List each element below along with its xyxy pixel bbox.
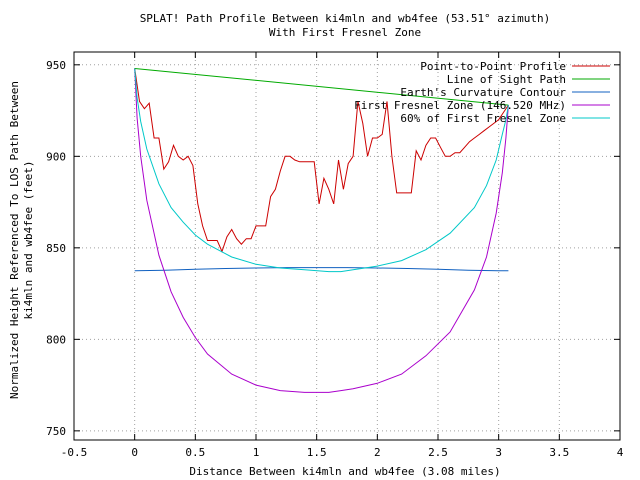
series-line-3 — [134, 68, 509, 393]
y-tick-label: 900 — [46, 150, 66, 163]
chart-subtitle: With First Fresnel Zone — [269, 26, 421, 39]
legend-label: Line of Sight Path — [447, 73, 566, 86]
x-tick-label: 3 — [495, 446, 502, 459]
grid — [74, 52, 620, 440]
series-line-0 — [134, 68, 509, 253]
x-tick-label: 0.5 — [185, 446, 205, 459]
plot-frame — [73, 51, 621, 441]
x-tick-label: 0 — [131, 446, 138, 459]
x-tick-label: 2.5 — [428, 446, 448, 459]
legend-label: Earth's Curvature Contour — [400, 86, 566, 99]
y-tick-label: 950 — [46, 59, 66, 72]
x-tick-label: -0.5 — [61, 446, 88, 459]
legend-label: 60% of First Fresnel Zone — [400, 112, 566, 125]
y-tick-label: 750 — [46, 425, 66, 438]
x-tick-label: 1 — [253, 446, 260, 459]
series-lines — [134, 68, 509, 393]
series-line-4 — [134, 68, 509, 273]
y-axis-label-line-2: ki4mln and wb4fee (feet) — [22, 161, 35, 320]
tick-labels: -0.5 0 0.5 1 1.5 2 2.5 3 3.5 4 750 800 850 900 950 — [46, 59, 624, 459]
y-axis-label-line-1: Normalized Height Referenced To LOS Path… — [8, 81, 21, 399]
legend-label: First Fresnel Zone (146.520 MHz) — [354, 99, 566, 112]
x-tick-label: 3.5 — [549, 446, 569, 459]
series-line-2 — [134, 267, 509, 272]
series-line-1 — [134, 68, 509, 106]
chart-title: SPLAT! Path Profile Between ki4mln and w… — [140, 12, 551, 25]
x-axis-label: Distance Between ki4mln and wb4fee (3.08… — [189, 465, 500, 478]
y-tick-label: 800 — [46, 333, 66, 346]
legend-label: Point-to-Point Profile — [420, 60, 566, 73]
y-tick-label: 850 — [46, 242, 66, 255]
x-tick-label: 1.5 — [307, 446, 327, 459]
x-tick-label: 2 — [374, 446, 381, 459]
x-tick-label: 4 — [617, 446, 624, 459]
